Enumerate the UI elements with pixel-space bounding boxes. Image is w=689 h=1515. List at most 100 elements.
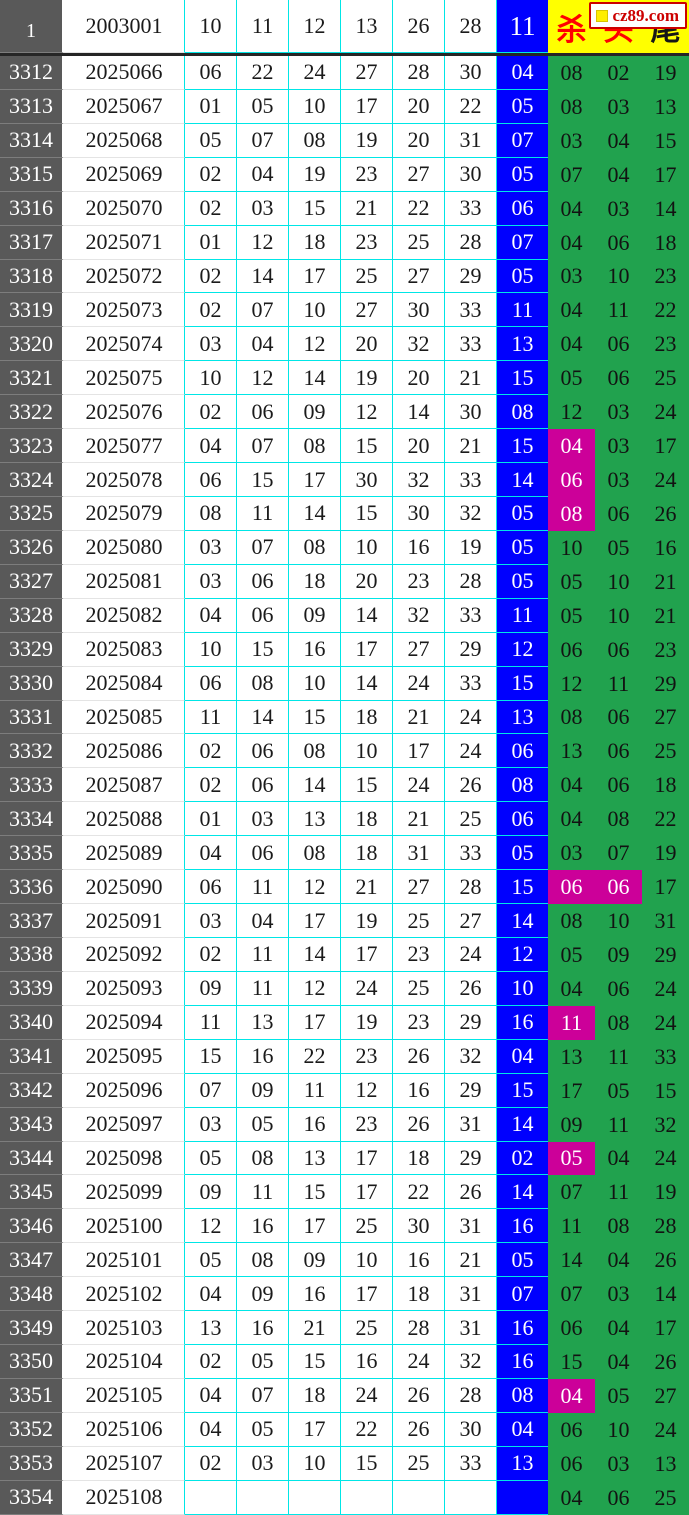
ball-number: 23 bbox=[393, 937, 445, 972]
ball-number: 08 bbox=[185, 496, 237, 531]
period-number: 2025093 bbox=[64, 971, 185, 1006]
table-row: 3319 2025073 02 07 10 27 30 33 11 04 11 … bbox=[0, 293, 689, 328]
period-number: 2025081 bbox=[64, 564, 185, 599]
ball-number: 24 bbox=[341, 1378, 393, 1413]
kill-number: 12 bbox=[548, 395, 595, 430]
head-number: 06 bbox=[595, 700, 642, 735]
kill-number: 08 bbox=[548, 89, 595, 124]
ball-number: 12 bbox=[289, 870, 341, 905]
ball-number: 05 bbox=[237, 1345, 289, 1379]
row-index: 3330 bbox=[0, 666, 64, 701]
ball-number: 31 bbox=[445, 1277, 497, 1312]
head-number: 04 bbox=[595, 1141, 642, 1176]
ball-number: 08 bbox=[289, 429, 341, 464]
ball-number: 15 bbox=[237, 632, 289, 667]
kill-number: 04 bbox=[548, 429, 595, 464]
ball-number: 05 bbox=[237, 1107, 289, 1142]
ball-number: 31 bbox=[445, 1209, 497, 1244]
ball-number: 08 bbox=[237, 1243, 289, 1278]
blue-number: 08 bbox=[497, 768, 548, 803]
header-number-cell: 11 bbox=[237, 0, 289, 53]
ball-number: 26 bbox=[393, 1412, 445, 1447]
head-number: 03 bbox=[595, 191, 642, 226]
blue-number: 12 bbox=[497, 632, 548, 667]
row-index: 3342 bbox=[0, 1073, 64, 1108]
tail-number: 15 bbox=[642, 123, 689, 158]
row-index: 3314 bbox=[0, 123, 64, 158]
ball-number: 16 bbox=[393, 1073, 445, 1108]
kill-number: 04 bbox=[548, 802, 595, 837]
ball-number: 07 bbox=[237, 293, 289, 328]
chart-header-row: 1 2003001 10 11 12 13 26 28 11 杀 头 尾 bbox=[0, 0, 689, 56]
row-index: 3328 bbox=[0, 598, 64, 633]
ball-number: 33 bbox=[445, 463, 497, 497]
kill-number: 11 bbox=[548, 1209, 595, 1244]
ball-number: 07 bbox=[237, 429, 289, 464]
ball-number: 08 bbox=[289, 530, 341, 565]
header-base-period: 2003001 bbox=[64, 0, 185, 53]
ball-number: 18 bbox=[341, 802, 393, 837]
ball-number: 09 bbox=[289, 395, 341, 430]
ball-number: 02 bbox=[185, 1446, 237, 1481]
period-number: 2025096 bbox=[64, 1073, 185, 1108]
row-index: 3316 bbox=[0, 191, 64, 226]
blue-number: 11 bbox=[497, 598, 548, 633]
ball-number: 33 bbox=[445, 836, 497, 871]
ball-number: 14 bbox=[237, 259, 289, 294]
ball-number: 30 bbox=[445, 157, 497, 192]
head-number: 08 bbox=[595, 1005, 642, 1040]
header-number-cell: 12 bbox=[289, 0, 341, 53]
ball-number: 26 bbox=[393, 1039, 445, 1074]
tail-number: 17 bbox=[642, 429, 689, 464]
period-number: 2025083 bbox=[64, 632, 185, 667]
table-row: 3341 2025095 15 16 22 23 26 32 04 13 11 … bbox=[0, 1039, 689, 1074]
blue-number: 15 bbox=[497, 666, 548, 701]
ball-number: 11 bbox=[289, 1073, 341, 1108]
ball-number: 29 bbox=[445, 259, 497, 294]
head-number: 06 bbox=[595, 768, 642, 803]
ball-number: 10 bbox=[341, 1243, 393, 1278]
row-index: 3329 bbox=[0, 632, 64, 667]
ball-number: 10 bbox=[185, 632, 237, 667]
ball-number: 02 bbox=[185, 191, 237, 226]
ball-number: 32 bbox=[393, 327, 445, 362]
ball-number: 27 bbox=[393, 259, 445, 294]
ball-number: 03 bbox=[185, 1107, 237, 1142]
header-number-cell: 26 bbox=[393, 0, 445, 53]
row-index: 3348 bbox=[0, 1277, 64, 1312]
kill-number: 12 bbox=[548, 666, 595, 701]
kill-number: 04 bbox=[548, 225, 595, 260]
tail-number: 17 bbox=[642, 157, 689, 192]
row-index: 3313 bbox=[0, 89, 64, 124]
blue-number: 06 bbox=[497, 802, 548, 837]
ball-number: 24 bbox=[445, 734, 497, 769]
ball-number: 23 bbox=[341, 157, 393, 192]
ball-number: 01 bbox=[185, 802, 237, 837]
table-row: 3324 2025078 06 15 17 30 32 33 14 06 03 … bbox=[0, 463, 689, 497]
row-index: 3317 bbox=[0, 225, 64, 260]
row-index: 3320 bbox=[0, 327, 64, 362]
ball-number: 06 bbox=[237, 768, 289, 803]
ball-number: 10 bbox=[289, 1446, 341, 1481]
ball-number: 15 bbox=[289, 191, 341, 226]
ball-number: 12 bbox=[289, 327, 341, 362]
table-row: 3332 2025086 02 06 08 10 17 24 06 13 06 … bbox=[0, 734, 689, 769]
ball-number: 25 bbox=[445, 802, 497, 837]
row-index: 3322 bbox=[0, 395, 64, 430]
ball-number: 21 bbox=[445, 429, 497, 464]
row-index: 3333 bbox=[0, 768, 64, 803]
blue-number: 02 bbox=[497, 1141, 548, 1176]
ball-number: 24 bbox=[341, 971, 393, 1006]
period-number: 2025107 bbox=[64, 1446, 185, 1481]
ball-number: 28 bbox=[445, 1378, 497, 1413]
kill-number: 06 bbox=[548, 632, 595, 667]
tail-number: 26 bbox=[642, 1345, 689, 1379]
row-index: 3340 bbox=[0, 1005, 64, 1040]
ball-number: 12 bbox=[185, 1209, 237, 1244]
ball-number: 26 bbox=[445, 971, 497, 1006]
tail-number: 22 bbox=[642, 802, 689, 837]
period-number: 2025078 bbox=[64, 463, 185, 497]
ball-number: 08 bbox=[289, 123, 341, 158]
site-logo-link[interactable]: cz89.com bbox=[589, 2, 687, 29]
ball-number: 22 bbox=[237, 56, 289, 90]
